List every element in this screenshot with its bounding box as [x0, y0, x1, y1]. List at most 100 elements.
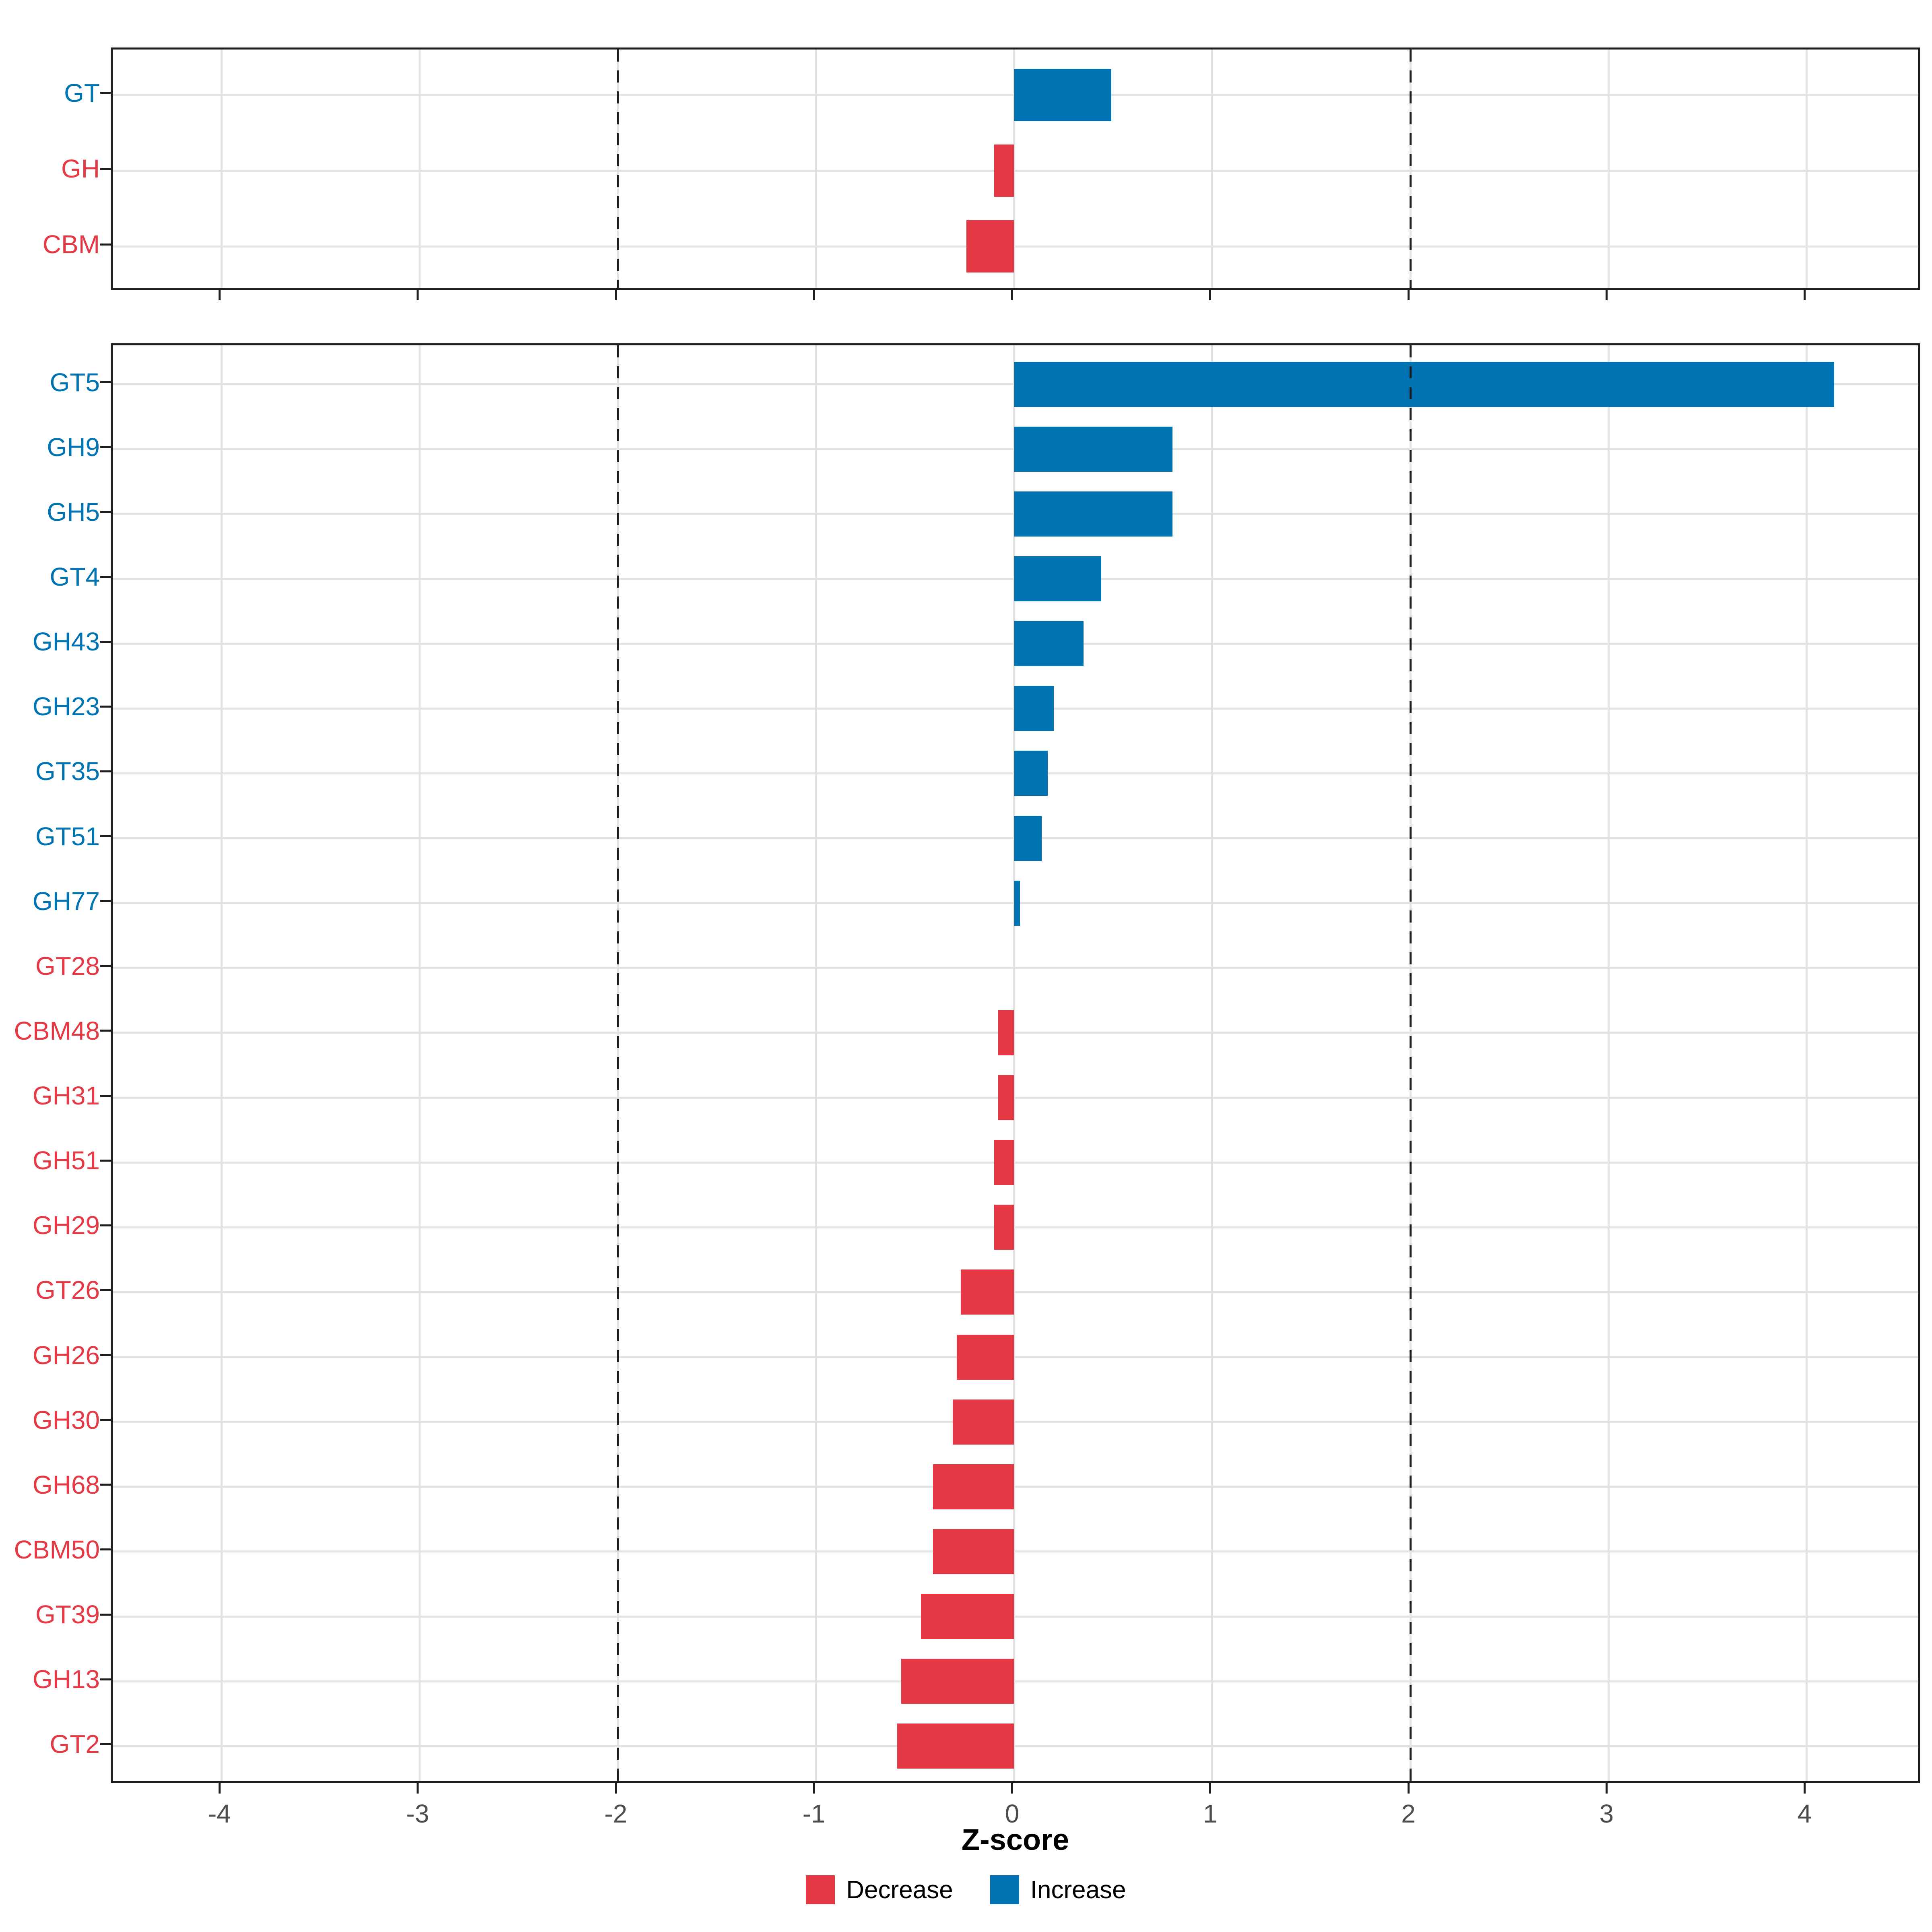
gridline-y-CBM — [113, 245, 1918, 248]
bar-GH30 — [952, 1399, 1014, 1445]
x-tick--1-panel0 — [813, 290, 815, 300]
x-tick--2-panel0 — [615, 290, 617, 300]
y-label-GH29: GH29 — [32, 1211, 100, 1240]
legend-entry-decrease: Decrease — [806, 1875, 953, 1904]
gridline-y-GH51 — [113, 1161, 1918, 1164]
gridline-x-1 — [1211, 50, 1214, 288]
y-label-CBM48: CBM48 — [14, 1016, 100, 1045]
y-tick-CBM50 — [100, 1548, 111, 1551]
x-tick--3-panel1 — [417, 1783, 419, 1794]
y-label-GH23: GH23 — [32, 692, 100, 721]
y-tick-GT35 — [100, 770, 111, 772]
bar-GT39 — [921, 1594, 1014, 1639]
x-tick--4-panel1 — [219, 1783, 221, 1794]
legend: Decrease Increase — [0, 1868, 1932, 1912]
y-tick-GH31 — [100, 1094, 111, 1097]
legend-swatch-decrease — [806, 1875, 835, 1904]
y-label-GH43: GH43 — [32, 627, 100, 656]
y-label-GH30: GH30 — [32, 1405, 100, 1435]
gridline-y-GH31 — [113, 1096, 1918, 1099]
y-label-GT5: GT5 — [50, 367, 100, 397]
gridline-y-GT2 — [113, 1745, 1918, 1747]
bar-GT4 — [1014, 556, 1102, 602]
x-tick-label-0: 0 — [1005, 1799, 1020, 1828]
bar-GH77 — [1014, 880, 1020, 926]
y-tick-CBM — [100, 243, 111, 246]
y-label-GH68: GH68 — [32, 1470, 100, 1499]
gridline-x-0 — [1013, 345, 1015, 1781]
y-label-GT2: GT2 — [50, 1730, 100, 1759]
x-tick-4-panel0 — [1804, 290, 1806, 300]
y-label-CBM50: CBM50 — [14, 1535, 100, 1564]
gridline-y-GH30 — [113, 1421, 1918, 1423]
bar-GT2 — [897, 1724, 1014, 1769]
y-tick-GH5 — [100, 511, 111, 513]
y-label-GH: GH — [61, 154, 100, 183]
gridline-x-0 — [1013, 50, 1015, 288]
y-label-GT35: GT35 — [35, 757, 100, 786]
y-label-GT4: GT4 — [50, 562, 100, 592]
reference-line-2 — [1409, 50, 1412, 288]
x-tick-2-panel1 — [1407, 1783, 1410, 1794]
bar-GH43 — [1014, 621, 1084, 667]
x-tick-0-panel1 — [1011, 1783, 1013, 1794]
gridline-y-GT28 — [113, 967, 1918, 969]
bar-GT26 — [960, 1269, 1014, 1315]
x-tick-label--2: -2 — [604, 1799, 627, 1828]
reference-line--2 — [617, 50, 619, 288]
x-tick--1-panel1 — [813, 1783, 815, 1794]
gridline-y-GT39 — [113, 1615, 1918, 1618]
gridline-y-CBM48 — [113, 1032, 1918, 1034]
legend-label-increase: Increase — [1030, 1876, 1126, 1904]
bar-GH5 — [1014, 491, 1173, 537]
y-tick-GH26 — [100, 1354, 111, 1356]
legend-swatch-increase — [990, 1875, 1019, 1904]
x-tick--3-panel0 — [417, 290, 419, 300]
x-tick-label-2: 2 — [1401, 1799, 1416, 1828]
y-label-GT28: GT28 — [35, 951, 100, 980]
x-tick-1-panel1 — [1209, 1783, 1212, 1794]
x-tick-1-panel0 — [1209, 290, 1212, 300]
gridline-x-3 — [1607, 345, 1610, 1781]
bar-GH — [994, 144, 1014, 197]
x-axis-title: Z-score — [961, 1823, 1069, 1856]
y-tick-GH — [100, 167, 111, 170]
y-label-GH13: GH13 — [32, 1665, 100, 1694]
y-tick-GH30 — [100, 1419, 111, 1421]
y-tick-GT2 — [100, 1743, 111, 1745]
y-tick-GT — [100, 92, 111, 94]
plot-panel-family-detail — [111, 343, 1920, 1783]
x-tick-4-panel1 — [1804, 1783, 1806, 1794]
reference-line-2 — [1409, 345, 1412, 1781]
y-label-GH51: GH51 — [32, 1146, 100, 1175]
y-label-CBM: CBM — [42, 230, 100, 259]
gridline-x-4 — [1806, 345, 1808, 1781]
y-label-GH5: GH5 — [47, 497, 100, 526]
bar-GH9 — [1014, 426, 1173, 472]
y-label-GH26: GH26 — [32, 1340, 100, 1370]
legend-label-decrease: Decrease — [846, 1876, 953, 1904]
x-tick--4-panel0 — [219, 290, 221, 300]
gridline-x--1 — [815, 50, 817, 288]
y-tick-GT51 — [100, 835, 111, 838]
x-tick-label--4: -4 — [208, 1799, 231, 1828]
gridline-y-GH29 — [113, 1226, 1918, 1228]
gridline-y-GH — [113, 169, 1918, 172]
gridline-x--1 — [815, 345, 817, 1781]
x-tick-3-panel0 — [1605, 290, 1608, 300]
y-tick-GH77 — [100, 900, 111, 902]
x-tick-2-panel0 — [1407, 290, 1410, 300]
y-tick-GT39 — [100, 1613, 111, 1616]
x-tick-label-4: 4 — [1797, 1799, 1812, 1828]
y-tick-GH9 — [100, 446, 111, 448]
y-tick-CBM48 — [100, 1030, 111, 1032]
x-tick-0-panel0 — [1011, 290, 1013, 300]
y-tick-GH13 — [100, 1678, 111, 1680]
y-tick-GH51 — [100, 1159, 111, 1162]
gridline-y-GT26 — [113, 1291, 1918, 1293]
bar-GH51 — [994, 1140, 1014, 1185]
bar-CBM50 — [933, 1529, 1014, 1574]
bar-GH68 — [933, 1464, 1014, 1509]
bar-GT51 — [1014, 815, 1042, 861]
